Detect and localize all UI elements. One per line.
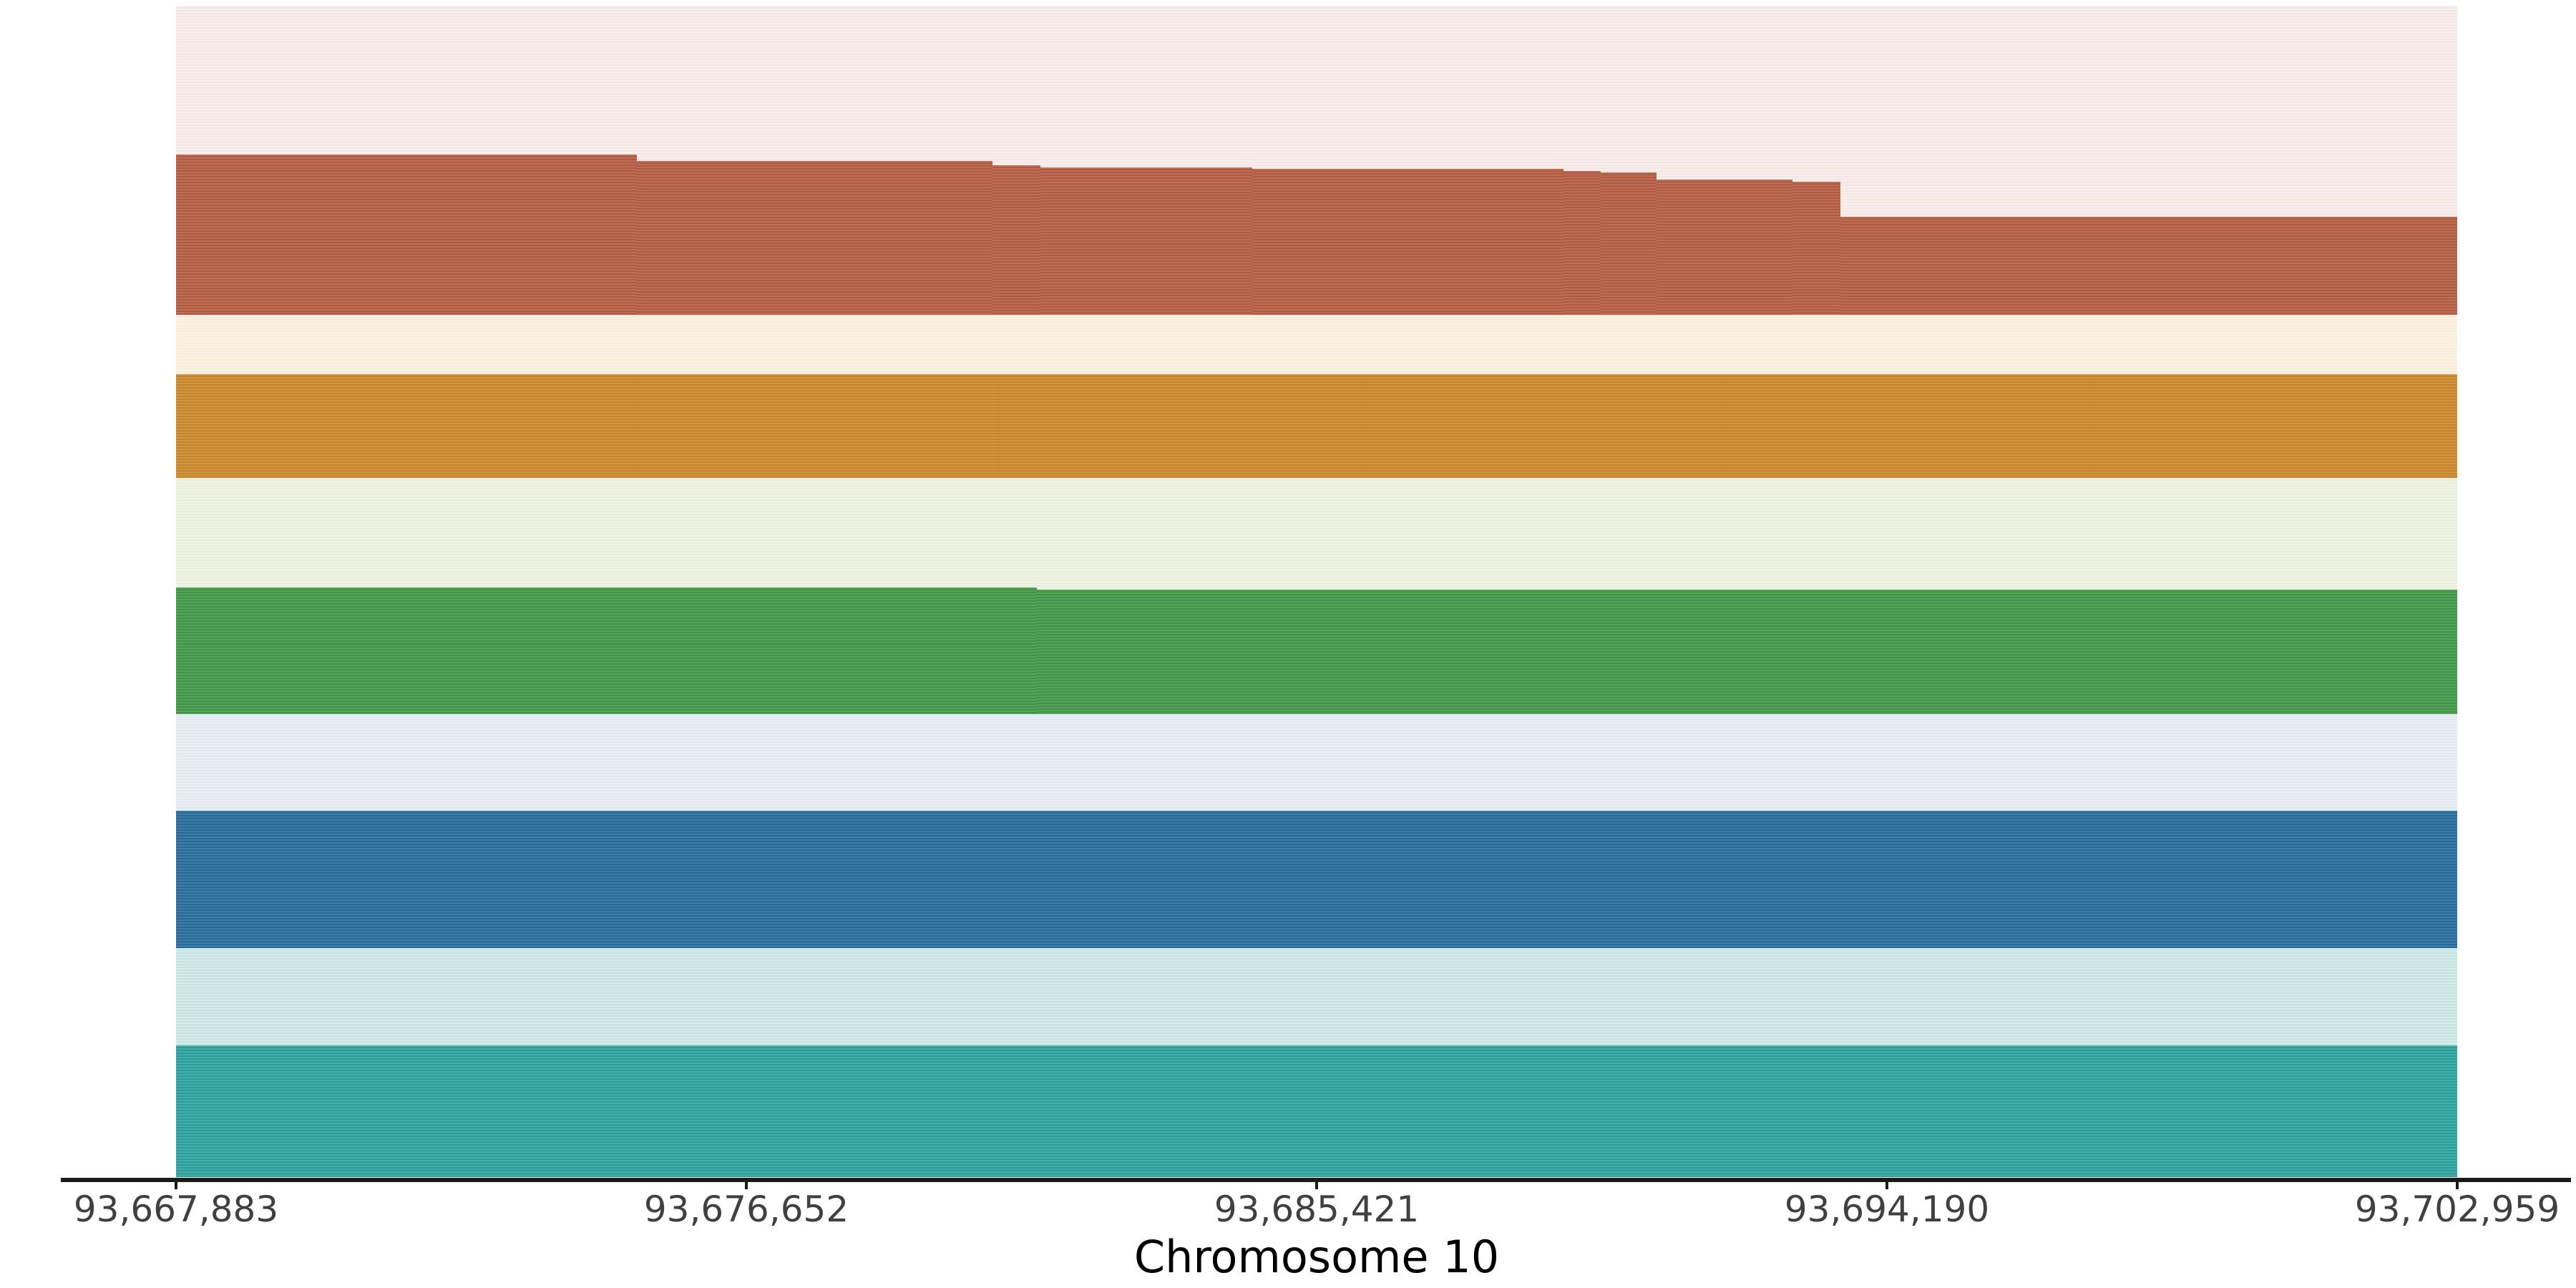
track-1-red-fill-segment-7 <box>1601 172 1657 315</box>
x-axis-tick-label-4: 93,694,190 <box>1784 1189 1990 1230</box>
x-axis-title: Chromosome 10 <box>1133 1231 1500 1283</box>
track-1-red-fill-segment-5 <box>1252 169 1563 315</box>
x-axis-tick-3 <box>1315 1182 1318 1189</box>
x-axis-tick-5 <box>2456 1182 2459 1189</box>
x-axis-tick-label-1: 93,667,883 <box>73 1189 279 1230</box>
x-axis-tick-4 <box>1885 1182 1888 1189</box>
track-1-red-fill-segment-2 <box>637 160 992 315</box>
track-1-red-fill-segment-3 <box>992 165 1040 315</box>
track-3-green-fill-segment-2 <box>1036 590 2457 714</box>
track-1-red-fill-segment-8 <box>1656 179 1793 315</box>
x-axis-tick-2 <box>745 1182 748 1189</box>
x-axis-tick-label-5: 93,702,959 <box>2354 1189 2560 1230</box>
track-5-teal-fill-segment-1 <box>176 1045 2457 1177</box>
track-1-red-fill-segment-4 <box>1040 167 1252 315</box>
track-3-green-fill-segment-1 <box>176 587 1037 714</box>
track-2-orange-fill-segment-1 <box>176 374 2457 478</box>
track-1-red-fill-segment-10 <box>1840 217 2457 315</box>
track-4-blue-fill-segment-1 <box>176 811 2457 948</box>
x-axis-tick-1 <box>175 1182 177 1189</box>
track-1-red-fill-segment-9 <box>1792 181 1840 315</box>
x-axis-tick-label-3: 93,685,421 <box>1214 1189 1420 1230</box>
track-1-red-fill-segment-1 <box>176 154 638 315</box>
x-axis-line <box>61 1178 2571 1182</box>
x-axis-tick-label-2: 93,676,652 <box>643 1189 849 1230</box>
track-1-red-fill-segment-6 <box>1563 171 1601 315</box>
